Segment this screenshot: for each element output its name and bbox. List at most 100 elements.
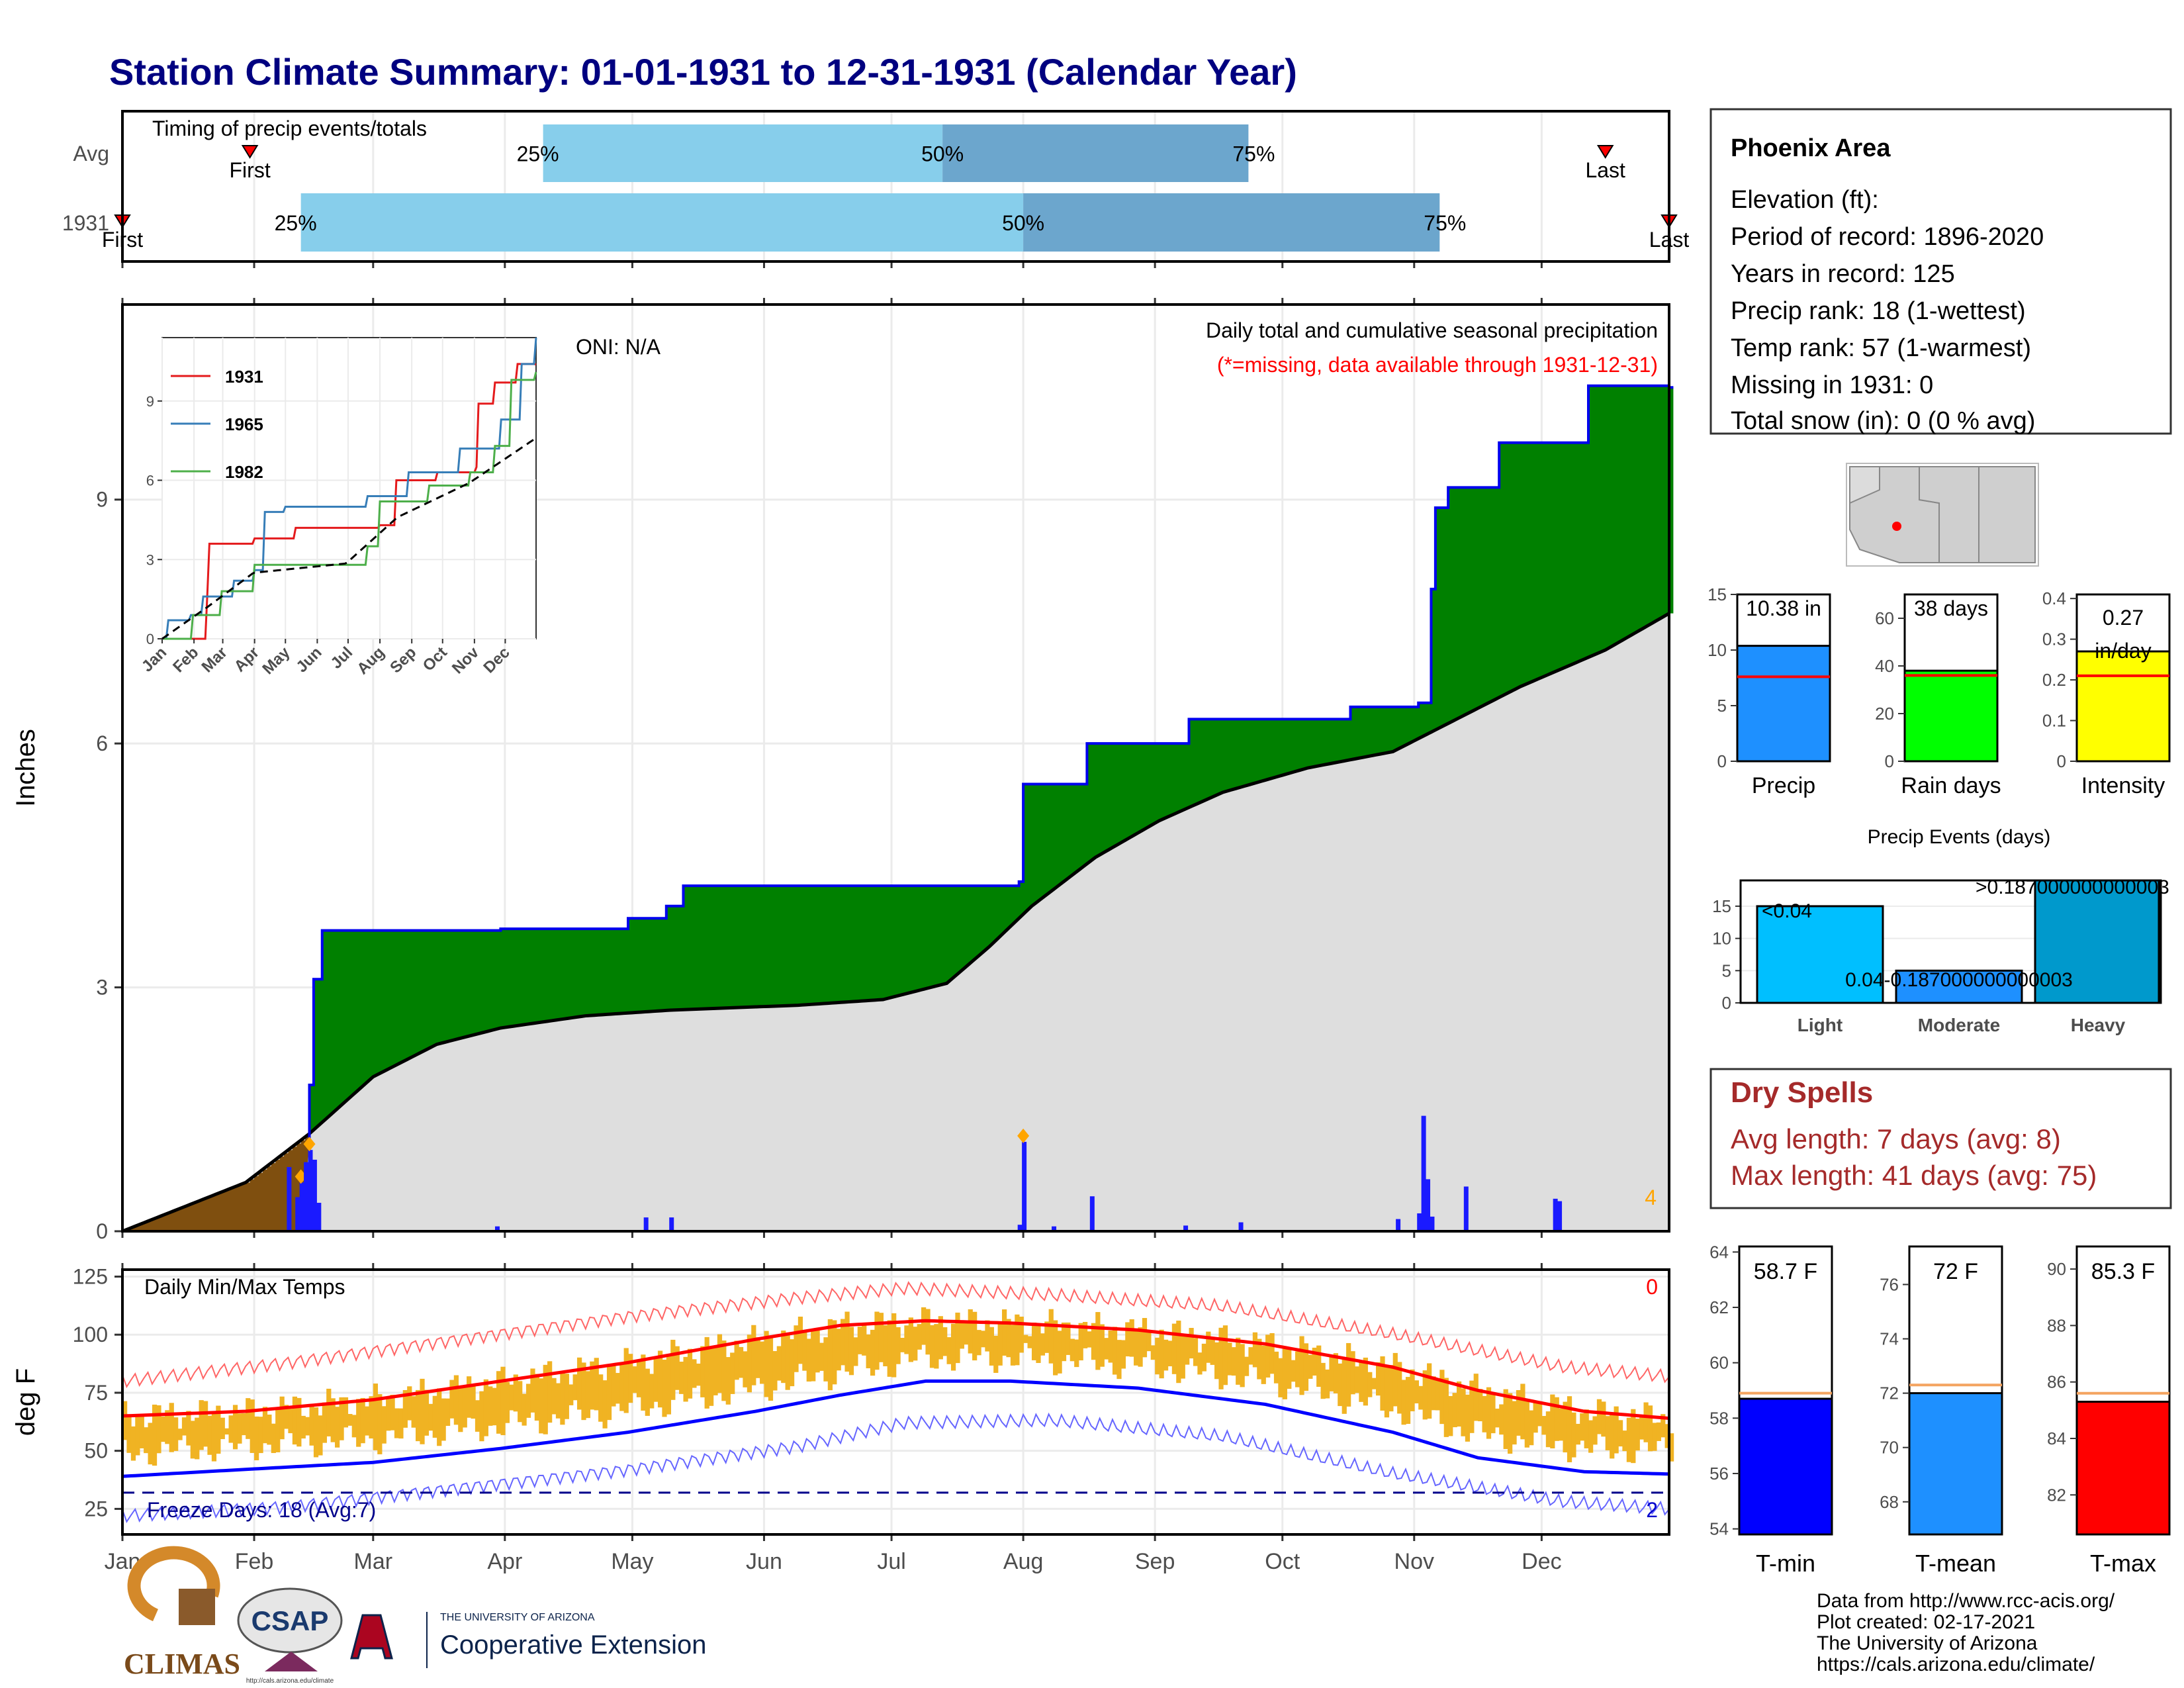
daily-precip-bar-day124: [643, 1217, 649, 1231]
temp-ytick-label-25: 25: [84, 1497, 108, 1521]
temp-bar-day245: [1159, 1329, 1164, 1379]
temp-bar-day295: [1371, 1378, 1377, 1389]
temp-bar-day222: [1061, 1322, 1067, 1362]
temp-bar-day21: [207, 1415, 212, 1455]
temp-bar-day333: [1533, 1401, 1538, 1433]
temp-bar-day199: [964, 1323, 969, 1345]
temp-bar-day12: [169, 1403, 174, 1452]
temp-bar-day288: [1342, 1357, 1347, 1414]
temp-bar-day195: [946, 1337, 952, 1364]
temp-bar-day244: [1155, 1337, 1160, 1375]
temp-bar-day256: [1206, 1331, 1211, 1363]
daily-precip-bar-day309: [1430, 1216, 1435, 1231]
temp-bar-day141: [717, 1334, 723, 1393]
temp-bar-day37: [275, 1409, 281, 1452]
month-label-Dec: Dec: [1522, 1549, 1561, 1574]
temp-bar-day192: [934, 1324, 939, 1369]
daily-precip-bar-day251: [1183, 1225, 1189, 1231]
temp-bar-day343: [1575, 1423, 1580, 1445]
inset-bg: [161, 337, 537, 639]
temp-bar-day71: [420, 1378, 425, 1444]
temp-bar-day187: [913, 1327, 918, 1361]
temp-summary-bar-2: [2075, 1401, 2171, 1536]
inset-ytick-label-0: 0: [146, 631, 154, 647]
temp-bar-day299: [1388, 1365, 1394, 1412]
temp-bar-day285: [1329, 1356, 1334, 1391]
daily-precip-bar-day42: [295, 1197, 300, 1231]
temp-bar-day327: [1508, 1393, 1513, 1454]
temp-summary-bar-1: [1908, 1392, 2003, 1536]
temp-bar-day176: [866, 1335, 871, 1369]
temp-bar-day11: [165, 1410, 170, 1444]
temp-bar-day237: [1125, 1322, 1130, 1357]
logo-csap: CSAP http://cals.arizona.edu/climate: [237, 1587, 343, 1685]
temp-bar-day271: [1269, 1333, 1275, 1374]
temp-bar-day30: [246, 1398, 251, 1439]
temp-bar-day293: [1363, 1357, 1368, 1406]
temp-bar-day318: [1469, 1380, 1475, 1433]
temp-bar-day219: [1048, 1309, 1054, 1364]
temp-bar-day81: [462, 1386, 467, 1428]
info-missing: Missing in 1931: 0: [1731, 371, 1933, 399]
events-xlabel-Light: Light: [1797, 1015, 1843, 1035]
temp-bar-day220: [1053, 1320, 1058, 1376]
events-bar-Moderate: [1895, 969, 2023, 1004]
temp-bar-day131: [674, 1346, 680, 1390]
temp-panel-frame: [121, 1268, 1670, 1536]
temp-bar-day334: [1537, 1402, 1543, 1427]
temp-bar-day151: [760, 1341, 765, 1384]
temp-bar-day311: [1439, 1370, 1445, 1425]
temp-bar-day211: [1015, 1314, 1020, 1366]
summary-ytick-label-2-0.2: 0.2: [2042, 670, 2066, 690]
temp-bar-day112: [594, 1358, 599, 1411]
temp-bar-day212: [1019, 1317, 1024, 1353]
temp-bar-day76: [441, 1398, 446, 1441]
temp-bar-day148: [747, 1335, 752, 1393]
temp-bar-day359: [1643, 1402, 1649, 1442]
summary-ytick-label-0-15: 15: [1707, 585, 1727, 604]
timing-last-label-row0: Last: [1585, 158, 1625, 182]
temp-bar-day305: [1414, 1380, 1420, 1404]
temp-bar-day210: [1010, 1325, 1016, 1366]
temp-bar-day109: [581, 1362, 586, 1421]
temp-bar-day185: [904, 1325, 909, 1354]
temp-bar-day246: [1163, 1339, 1169, 1371]
temp-bar-day167: [827, 1319, 833, 1391]
temp-bar-day260: [1222, 1325, 1228, 1385]
precip-panel-frame: [121, 303, 1670, 1233]
temp-bar-day202: [976, 1330, 981, 1356]
temp-bar-day300: [1392, 1352, 1398, 1407]
credit-url: https://cals.arizona.edu/climate/: [1817, 1654, 2095, 1675]
temp-bar-day154: [772, 1351, 778, 1391]
temp-bar-day63: [386, 1398, 391, 1431]
temp-bar-day165: [819, 1342, 825, 1371]
temp-bar-day239: [1134, 1331, 1139, 1366]
daily-precip-bars: [287, 1115, 1563, 1231]
temp-bar-day337: [1550, 1394, 1555, 1449]
temp-bar-day161: [802, 1331, 807, 1371]
temp-bar-day206: [993, 1335, 999, 1373]
temp-bar-day342: [1571, 1412, 1576, 1458]
daily-precip-marker-day213: [1017, 1128, 1030, 1143]
temp-bar-day277: [1295, 1351, 1300, 1387]
temp-bar-day43: [300, 1415, 306, 1439]
events-label-moderate: 0.04-0.187000000000003: [1845, 969, 2073, 991]
events-ytick-label-5: 5: [1722, 961, 1731, 980]
temp-bar-day162: [806, 1338, 811, 1382]
record-low-line: [122, 1412, 1670, 1523]
temp-bar-day172: [848, 1327, 854, 1376]
temp-bar-day273: [1278, 1358, 1283, 1397]
daily-precip-bar-day43: [299, 1182, 304, 1231]
temp-bar-day284: [1324, 1369, 1330, 1399]
events-xlabel-Moderate: Moderate: [1918, 1015, 2000, 1035]
temp-bar-day44: [305, 1417, 310, 1436]
temp-bar-day77: [445, 1398, 451, 1426]
temp-bar-day214: [1027, 1336, 1032, 1348]
temp-bar-day357: [1635, 1418, 1640, 1451]
temp-bar-day10: [160, 1416, 166, 1442]
temp-bar-day7: [148, 1423, 153, 1465]
info-box-frame: [1709, 108, 2172, 435]
temp-bar-day254: [1197, 1352, 1203, 1375]
temp-bar-day9: [156, 1405, 161, 1454]
